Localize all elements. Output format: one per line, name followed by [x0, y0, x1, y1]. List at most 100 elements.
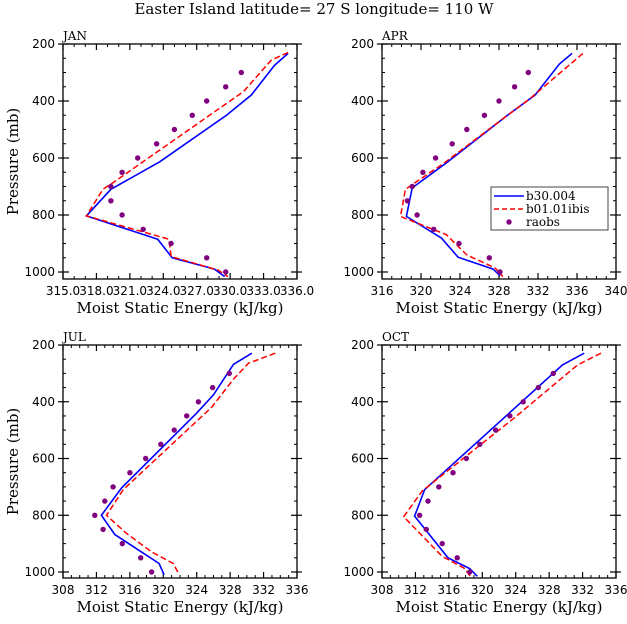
- x-tick-label: 336.0: [280, 284, 314, 298]
- y-tick-label: 600: [351, 452, 374, 466]
- raobs-point: [171, 126, 178, 133]
- x-tick-label: 330.0: [213, 284, 247, 298]
- x-axis-label: Moist Static Energy (kJ/kg): [77, 299, 284, 317]
- raobs-point: [184, 413, 190, 419]
- x-tick-label: 324: [504, 583, 527, 597]
- x-axis-label: Moist Static Energy (kJ/kg): [77, 598, 284, 616]
- y-tick-label: 200: [351, 37, 374, 51]
- raobs-point: [425, 498, 431, 504]
- series-line-b30-004: [413, 352, 585, 577]
- raobs-point: [119, 540, 126, 547]
- x-tick-label: 336: [605, 583, 627, 597]
- raobs-point: [414, 212, 420, 218]
- raobs-point: [108, 183, 114, 190]
- panel-jul: JUL 308 312 316 320 324 328 332 336 200 400 600 800 1…: [4, 330, 308, 616]
- y-tick-label: 1000: [24, 265, 55, 279]
- y-tick-label: 600: [351, 151, 374, 165]
- x-tick-label: 332: [571, 583, 594, 597]
- series-group: [100, 352, 276, 576]
- raobs-point: [436, 484, 442, 490]
- raobs-point: [525, 69, 531, 76]
- x-tick-label: 324: [185, 583, 208, 597]
- y-tick-label: 1000: [343, 265, 374, 279]
- raobs-point: [497, 269, 503, 275]
- raobs-point: [209, 384, 216, 391]
- y-tick-label: 600: [32, 452, 55, 466]
- raobs-point: [467, 569, 473, 575]
- raobs-point: [456, 240, 462, 247]
- y-tick-label: 800: [351, 508, 374, 522]
- raobs-point: [463, 455, 470, 462]
- raobs-point: [507, 413, 513, 419]
- raobs-point: [454, 555, 460, 561]
- raobs-point: [153, 141, 160, 147]
- raobs-point: [204, 255, 210, 261]
- raobs-point: [119, 169, 125, 175]
- raobs-point: [143, 455, 149, 462]
- x-tick-label: 308: [52, 583, 75, 597]
- raobs-point: [110, 484, 116, 490]
- x-tick-label: 333.0: [246, 284, 280, 298]
- x-axis-label: Moist Static Energy (kJ/kg): [396, 598, 603, 616]
- raobs-point: [496, 98, 502, 104]
- y-tick-label: 1000: [24, 565, 55, 579]
- raobs-point: [238, 69, 244, 76]
- raobs-point: [481, 112, 488, 119]
- plot-frame: [62, 43, 298, 280]
- y-tick-label: 800: [32, 508, 55, 522]
- raobs-point: [450, 470, 456, 476]
- panel-jan: JAN 315.0 318.0 321.0 324.0 327.0 330.0 333.0 33…: [4, 29, 314, 317]
- raobs-point: [404, 198, 411, 204]
- series-group: [402, 352, 602, 577]
- panel-oct: OCT 308 312 316 320 324 328 332 336 200 400 600 800 1…: [343, 330, 627, 616]
- series-line-b01-01ibis: [105, 352, 276, 576]
- legend-label: b01.01ibis: [526, 202, 590, 216]
- x-tick-label: 336: [286, 583, 309, 597]
- series-group: [399, 52, 584, 278]
- panel-label: JUL: [61, 330, 86, 344]
- x-tick-label: 312: [404, 583, 427, 597]
- plot-frame: [381, 43, 617, 280]
- panel-label: APR: [381, 29, 409, 43]
- y-tick-label: 200: [32, 338, 55, 352]
- x-tick-label: 332: [527, 284, 550, 298]
- y-tick-label: 400: [32, 94, 55, 108]
- series-line-b01-01ibis: [85, 51, 289, 278]
- y-tick-label: 1000: [343, 565, 374, 579]
- series-line-b30-004: [405, 52, 573, 277]
- raobs-point: [148, 569, 155, 575]
- raobs-point: [464, 126, 470, 133]
- y-tick-label: 600: [32, 151, 55, 165]
- panel-apr: APR 316 320 324 328 332 336 340 200 400 600 800 1000…: [343, 29, 627, 317]
- x-axis-label: Moist Static Energy (kJ/kg): [396, 299, 603, 317]
- raobs-point: [449, 141, 455, 147]
- x-tick-label: 316: [118, 583, 141, 597]
- raobs-point: [432, 155, 439, 161]
- x-tick-label: 340: [605, 284, 627, 298]
- raobs-point: [119, 212, 125, 218]
- x-tick-label: 320: [410, 284, 433, 298]
- x-tick-label: 324: [449, 284, 472, 298]
- raobs-point: [477, 441, 483, 447]
- y-tick-label: 400: [32, 395, 55, 409]
- raobs-point: [223, 269, 229, 275]
- x-tick-label: 324.0: [146, 284, 180, 298]
- x-tick-label: 315.0: [46, 284, 80, 298]
- raobs-point: [92, 512, 98, 518]
- x-tick-label: 328: [488, 284, 511, 298]
- raobs-point: [420, 169, 426, 175]
- raobs-point: [520, 399, 526, 405]
- y-tick-label: 400: [351, 94, 374, 108]
- y-tick-label: 200: [32, 37, 55, 51]
- raobs-point: [493, 427, 499, 433]
- x-tick-label: 328: [538, 583, 561, 597]
- raobs-point: [195, 399, 202, 405]
- raobs-point: [140, 226, 146, 232]
- raobs-point: [204, 98, 210, 104]
- raobs-point: [439, 540, 445, 547]
- panel-label: JAN: [61, 29, 87, 43]
- y-tick-label: 800: [351, 208, 374, 222]
- x-tick-label: 328: [219, 583, 242, 597]
- series-line-b01-01ibis: [399, 52, 584, 278]
